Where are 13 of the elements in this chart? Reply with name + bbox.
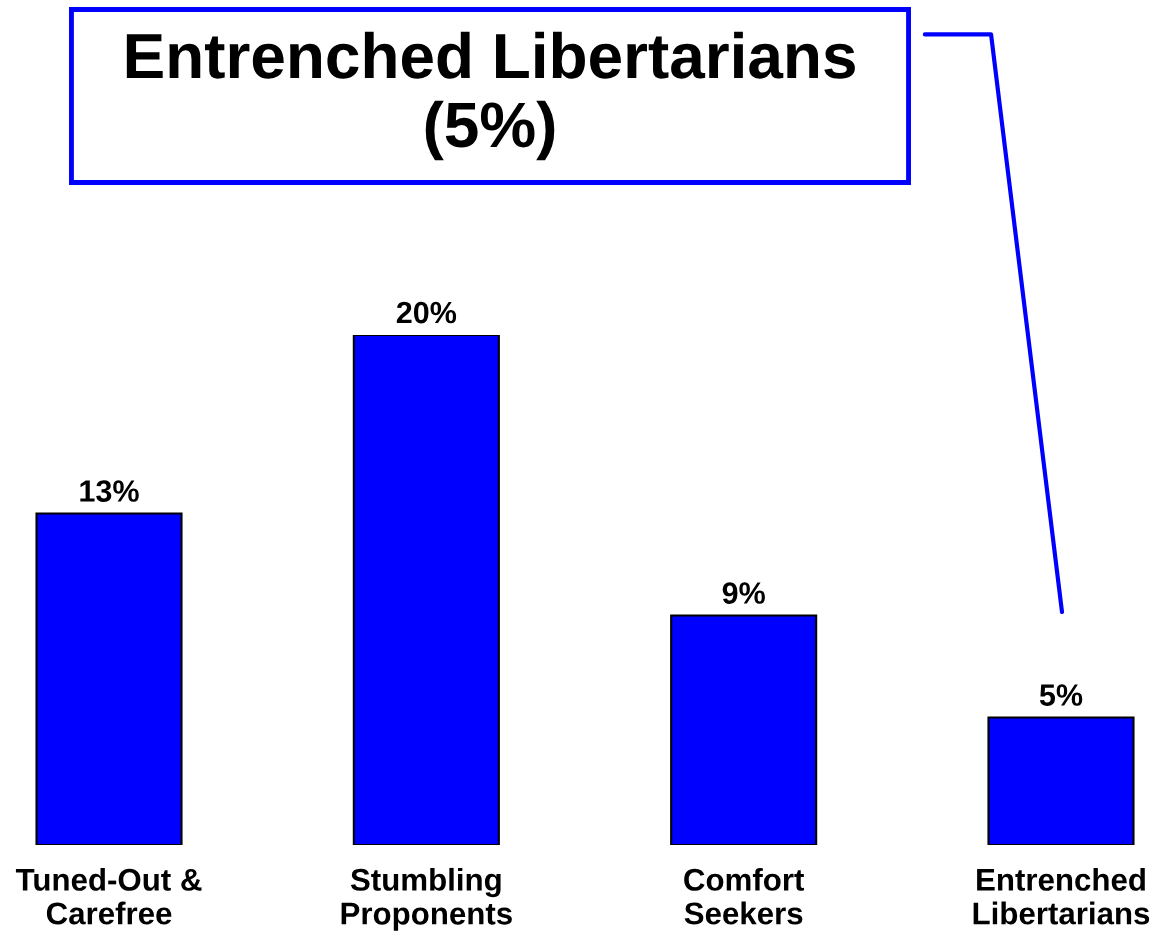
data-label: 13% (80, 480, 139, 502)
bar (352, 335, 500, 845)
x-tick-label: Stumbling Proponents (341, 867, 512, 931)
bar (987, 716, 1135, 845)
data-label: 5% (1039, 684, 1083, 706)
bar (670, 614, 818, 845)
data-label: 20% (396, 301, 457, 324)
bar (35, 512, 183, 845)
x-tick-label: Tuned-Out & Carefree (15, 867, 202, 925)
text: Entrenched Libertarians (5%) (126, 31, 855, 161)
x-tick-label: Comfort Seekers (684, 867, 805, 925)
data-label: 9% (722, 582, 765, 604)
x-tick-label: Entrenched Libertarians (973, 867, 1150, 925)
